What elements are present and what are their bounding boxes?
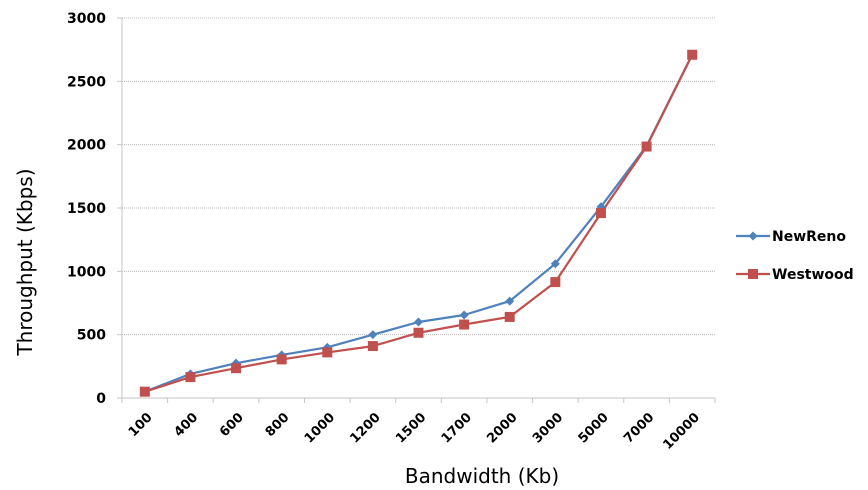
y-tick-label: 0 (96, 391, 106, 407)
y-tick-label: 1000 (67, 264, 106, 280)
x-tick-label: 1000 (302, 410, 338, 446)
x-tick-label: 1200 (348, 410, 384, 446)
data-point-westwood (322, 347, 333, 358)
data-point-westwood (641, 141, 652, 152)
x-tick-label: 10000 (660, 410, 703, 453)
x-axis-title: Bandwidth (Kb) (405, 464, 559, 488)
gridlines (122, 17, 715, 336)
data-point-westwood (413, 327, 424, 338)
y-tick-label: 3000 (67, 11, 106, 27)
x-tick-label: 100 (126, 410, 156, 440)
legend-item-westwood: Westwood (736, 267, 854, 283)
series-line-westwood (144, 54, 694, 393)
data-point-newreno (550, 259, 560, 269)
legend-label-newreno: NewReno (772, 229, 846, 245)
data-point-newreno (368, 330, 378, 340)
y-tick-label: 500 (77, 328, 106, 344)
data-point-westwood (231, 363, 242, 374)
series-line-newreno (144, 54, 694, 393)
axes (117, 17, 716, 403)
data-point-westwood (550, 277, 561, 288)
y-tick-label: 2000 (67, 138, 106, 154)
legend: NewReno Westwood (736, 229, 854, 283)
data-point-westwood (504, 311, 515, 322)
y-tick-label: 2500 (67, 74, 106, 90)
x-tick-label: 800 (263, 410, 293, 440)
data-point-westwood (139, 386, 150, 397)
data-point-westwood (687, 49, 698, 60)
legend-marker-newreno (748, 231, 758, 241)
legend-item-newreno: NewReno (736, 229, 846, 245)
data-point-newreno (459, 310, 469, 320)
x-tick-label: 1500 (393, 410, 429, 446)
x-tick-labels: 100 400 600 800 1000 1200 1500 1700 2000 3000 5000… (126, 410, 703, 453)
legend-marker-westwood (748, 269, 758, 279)
x-tick-label: 7000 (621, 410, 657, 446)
x-tick-label: 400 (171, 410, 201, 440)
y-tick-labels: 0 500 1000 1500 2000 2500 3000 (67, 11, 106, 407)
x-tick-label: 2000 (484, 410, 520, 446)
series-markers (139, 49, 698, 397)
data-point-westwood (185, 372, 196, 383)
data-point-westwood (459, 319, 470, 330)
x-tick-label: 1700 (439, 410, 475, 446)
data-point-westwood (595, 208, 606, 219)
x-tick-label: 3000 (530, 410, 566, 446)
data-point-westwood (367, 341, 378, 352)
data-point-westwood (276, 354, 287, 365)
data-point-newreno (505, 296, 515, 306)
series-lines (144, 54, 694, 393)
y-axis-title: Throughput (Kbps) (13, 168, 37, 356)
x-tick-label: 5000 (576, 410, 612, 446)
x-tick-label: 600 (217, 410, 247, 440)
y-tick-label: 1500 (67, 201, 106, 217)
data-point-newreno (414, 317, 423, 327)
legend-label-westwood: Westwood (772, 267, 854, 283)
